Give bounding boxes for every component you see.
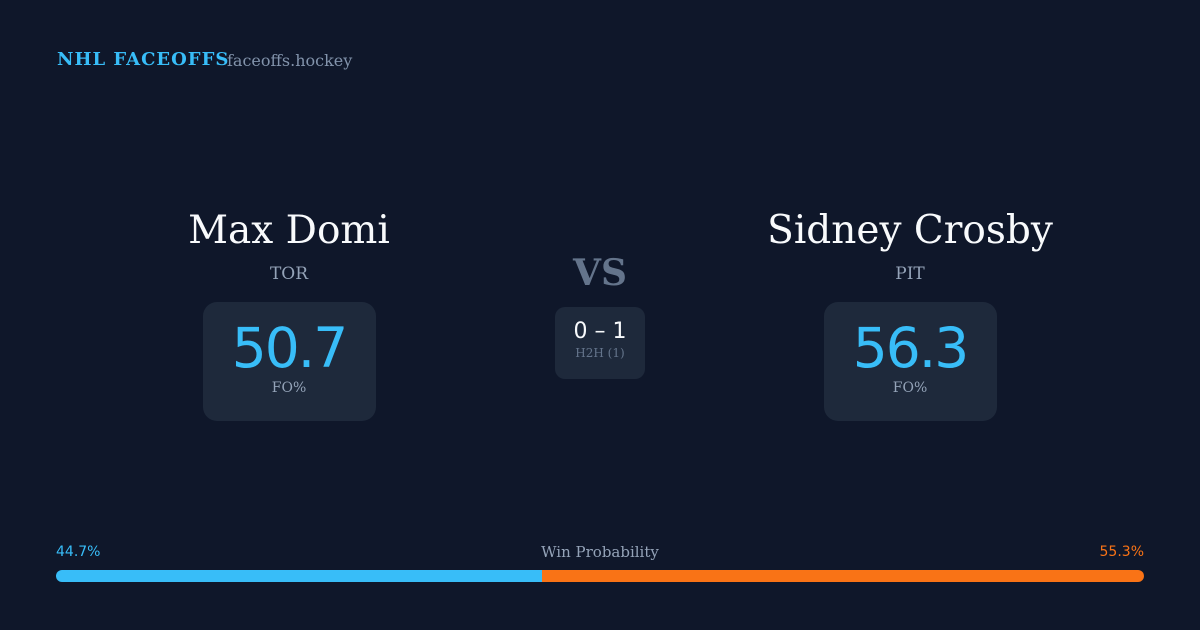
- fo-label: FO%: [892, 380, 928, 396]
- h2h-score: 0 – 1: [573, 319, 627, 344]
- player-name: Max Domi: [188, 208, 390, 253]
- fo-percentage: 50.7: [231, 316, 348, 380]
- win-prob-right-fill: [542, 570, 1144, 582]
- player-team: PIT: [895, 264, 925, 284]
- fo-card: 50.7 FO%: [202, 302, 376, 421]
- fo-percentage: 56.3: [852, 316, 969, 380]
- player-name: Sidney Crosby: [767, 208, 1053, 253]
- win-prob-right: 55.3%: [1099, 544, 1144, 560]
- win-prob-left: 44.7%: [56, 544, 101, 560]
- player-right: Sidney Crosby PIT 56.3 FO%: [710, 206, 1110, 421]
- win-prob-left-fill: [56, 570, 543, 582]
- win-probability-bar: [56, 570, 1144, 582]
- h2h-label: H2H (1): [575, 346, 625, 360]
- site-url: faceoffs.hockey: [227, 51, 353, 70]
- h2h-card: 0 – 1 H2H (1): [555, 307, 645, 379]
- brand-title: NHL FACEOFFS: [57, 49, 230, 70]
- vs-label: VS: [573, 252, 627, 294]
- fo-card: 56.3 FO%: [823, 302, 997, 421]
- fo-label: FO%: [271, 380, 307, 396]
- win-probability-label: Win Probability: [541, 543, 659, 561]
- player-team: TOR: [269, 264, 309, 284]
- player-left: Max Domi TOR 50.7 FO%: [89, 206, 489, 421]
